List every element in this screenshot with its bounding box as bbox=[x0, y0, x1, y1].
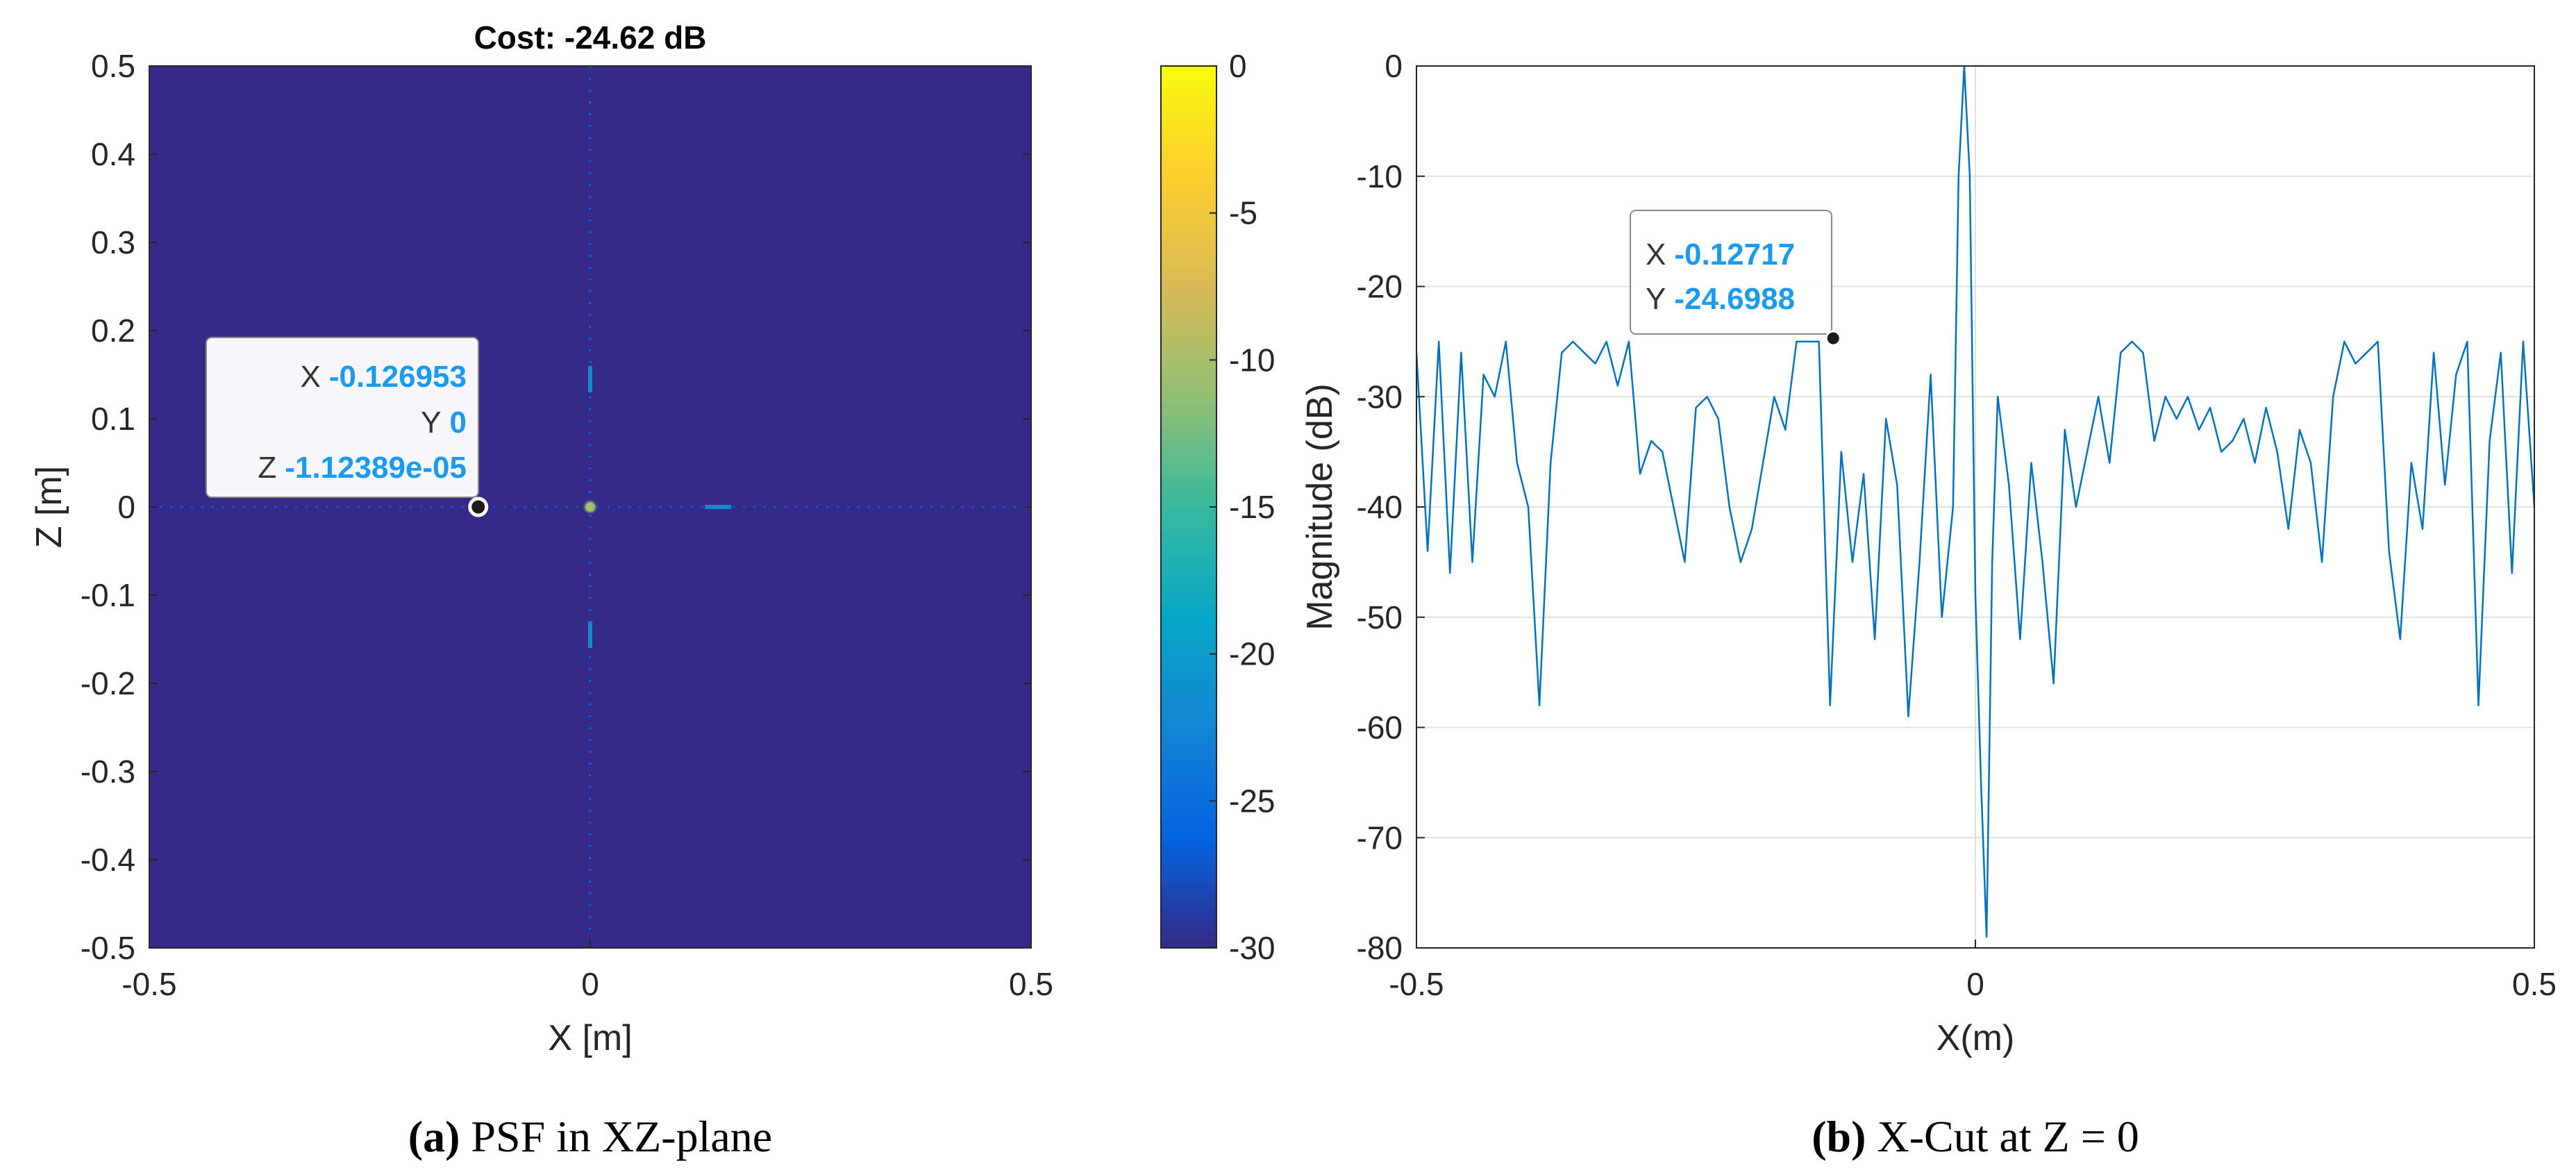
line-y-ticks: 0 -10 -20 -30 -40 -50 -60 -70 -80 bbox=[1357, 48, 1425, 966]
colorbar-tick-label: -10 bbox=[1229, 342, 1275, 378]
heatmap-x-tick-label: 0.5 bbox=[1009, 966, 1053, 1002]
heatmap-y-tick-label: 0.2 bbox=[91, 312, 135, 349]
line-datatip-y-row: Y -24.6988 bbox=[1646, 282, 1795, 316]
colorbar-tick-label: -15 bbox=[1229, 489, 1275, 525]
line-datatip-y-key: Y bbox=[1646, 282, 1666, 316]
heatmap-sidelobe-segment bbox=[705, 505, 732, 509]
heatmap-datatip-box bbox=[206, 337, 479, 498]
heatmap-y-tick-label: -0.5 bbox=[81, 930, 135, 966]
caption-b: (b) X-Cut at Z = 0 bbox=[1812, 1112, 2139, 1161]
caption-a: (a) PSF in XZ-plane bbox=[408, 1112, 772, 1161]
heatmap-y-tick-label: 0.1 bbox=[91, 401, 135, 437]
heatmap-x-tick-label: 0 bbox=[581, 966, 599, 1002]
heatmap-features bbox=[149, 66, 1031, 948]
datatip-z-key: Z bbox=[258, 451, 276, 485]
series-magnitude-line bbox=[1416, 66, 2534, 938]
datatip-z-value: -1.12389e-05 bbox=[285, 451, 467, 485]
caption-b-text: X-Cut at Z = 0 bbox=[1877, 1112, 2139, 1161]
psf-heatmap-panel: Cost: -24.62 dB -0.5 -0.4 -0.3 -0.2 -0.1 0 0.1… bbox=[29, 19, 1275, 1161]
heatmap-title: Cost: -24.62 dB bbox=[474, 19, 707, 56]
colorbar-tick-label: 0 bbox=[1229, 48, 1247, 84]
line-y-tick-label: -70 bbox=[1357, 819, 1403, 856]
line-x-tick-label: 0 bbox=[1966, 966, 1984, 1002]
line-y-axis-label: Magnitude (dB) bbox=[1300, 383, 1340, 631]
line-datatip-x-row: X -0.12717 bbox=[1646, 238, 1795, 272]
caption-b-tag: (b) bbox=[1812, 1112, 1866, 1161]
heatmap-datatip-x-row: X -0.126953 bbox=[300, 360, 467, 394]
line-datatip-x-key: X bbox=[1646, 238, 1666, 272]
heatmap-x-tick-label: -0.5 bbox=[122, 966, 176, 1002]
datatip-x-value: -0.126953 bbox=[329, 360, 467, 394]
heatmap-sidelobe-segment bbox=[588, 365, 592, 392]
heatmap-x-axis-label: X [m] bbox=[548, 1018, 632, 1058]
colorbar-tick-label: -5 bbox=[1229, 195, 1257, 231]
line-datatip[interactable]: X -0.12717 Y -24.6988 bbox=[1630, 210, 1841, 347]
colorbar-ticks: 0 -5 -10 -15 -20 -25 -30 bbox=[1210, 48, 1275, 966]
line-y-tick-label: 0 bbox=[1385, 48, 1403, 84]
line-x-ticks: -0.5 0 0.5 bbox=[1389, 940, 2557, 1002]
line-x-tick-label: -0.5 bbox=[1389, 966, 1444, 1002]
heatmap-sidelobe-segment bbox=[588, 622, 592, 649]
heatmap-peak bbox=[587, 503, 594, 510]
caption-a-tag: (a) bbox=[408, 1112, 460, 1161]
heatmap-y-tick-label: -0.4 bbox=[81, 842, 135, 878]
line-y-tick-label: -10 bbox=[1357, 158, 1403, 194]
line-y-tick-label: -80 bbox=[1357, 930, 1403, 966]
line-y-tick-label: -60 bbox=[1357, 710, 1403, 746]
line-datatip-x-value: -0.12717 bbox=[1674, 238, 1795, 272]
line-y-tick-label: -30 bbox=[1357, 378, 1403, 415]
line-datatip-marker[interactable] bbox=[1825, 330, 1841, 347]
heatmap-y-tick-label: -0.1 bbox=[81, 577, 135, 613]
heatmap-datatip-marker[interactable] bbox=[468, 497, 489, 517]
heatmap-y-axis-label: Z [m] bbox=[29, 466, 69, 548]
xcut-line-panel: 0-10-20-30-40-50-60-70-80 -0.5 0 0.5 X(m) … bbox=[1300, 48, 2557, 1161]
line-y-tick-label: -20 bbox=[1357, 269, 1403, 305]
heatmap-y-tick-label: 0.5 bbox=[91, 48, 135, 84]
heatmap-y-tick-label: -0.3 bbox=[81, 753, 135, 790]
heatmap-y-tick-label: 0 bbox=[117, 489, 135, 525]
line-y-tick-label: -50 bbox=[1357, 599, 1403, 635]
colorbar-tick-label: -25 bbox=[1229, 783, 1275, 819]
heatmap-y-tick-label: 0.4 bbox=[91, 136, 135, 172]
line-x-tick-label: 0.5 bbox=[2512, 966, 2557, 1002]
colorbar-tick-label: -20 bbox=[1229, 636, 1275, 672]
line-y-tick-label: -40 bbox=[1357, 489, 1403, 525]
heatmap-x-ticks: -0.5 0 0.5 bbox=[122, 940, 1053, 1002]
line-datatip-box bbox=[1630, 210, 1832, 335]
line-datatip-y-value: -24.6988 bbox=[1674, 282, 1795, 316]
caption-a-text: PSF in XZ-plane bbox=[471, 1112, 772, 1161]
colorbar-tick-label: -30 bbox=[1229, 930, 1275, 966]
datatip-x-key: X bbox=[300, 360, 320, 394]
line-x-axis-label: X(m) bbox=[1937, 1018, 2015, 1058]
heatmap-y-ticks: -0.5 -0.4 -0.3 -0.2 -0.1 0 0.1 0.2 0.3 0.4 0.5 bbox=[81, 48, 1031, 966]
heatmap-y-tick-label: 0.3 bbox=[91, 224, 135, 260]
datatip-y-value: 0 bbox=[450, 406, 467, 440]
colorbar bbox=[1160, 65, 1217, 949]
heatmap-datatip-z-row: Z -1.12389e-05 bbox=[258, 451, 467, 485]
datatip-y-key: Y bbox=[421, 406, 441, 440]
heatmap-y-tick-label: -0.2 bbox=[81, 665, 135, 701]
